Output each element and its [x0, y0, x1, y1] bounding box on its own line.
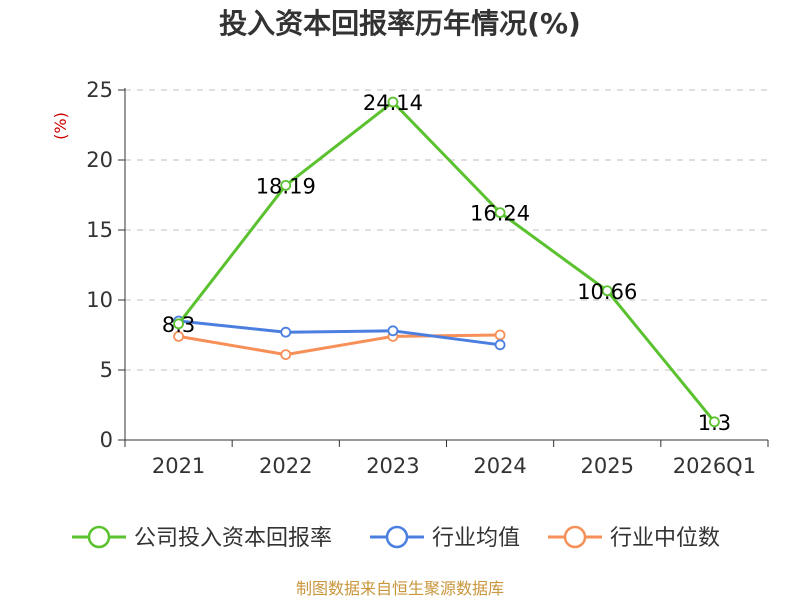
legend-marker-industry-median: [563, 525, 587, 549]
industry-mean-line: [178, 319, 501, 347]
data-label: 16.24: [470, 202, 530, 226]
y-tick-label: 15: [86, 218, 113, 242]
y-tick-label: 10: [86, 288, 113, 312]
industry-mean-point: [494, 339, 506, 351]
data-labels: 8.3 18.19 24.14 16.24 10.66 1.3: [162, 91, 731, 435]
x-tick-label: 2021: [152, 454, 205, 478]
data-label: 24.14: [363, 91, 423, 115]
y-tick-label: 20: [86, 148, 113, 172]
legend-label-industry-mean: 行业均值: [432, 526, 520, 551]
chart-title: 投入资本回报率历年情况(%): [219, 7, 581, 40]
industry-mean-point: [280, 326, 292, 338]
legend-label-company: 公司投入资本回报率: [134, 526, 332, 551]
data-label: 1.3: [698, 411, 731, 435]
company-point: [387, 96, 399, 108]
legend-marker-industry-mean: [385, 525, 409, 549]
company-point: [173, 318, 184, 330]
data-label: 18.19: [256, 174, 316, 198]
y-axis-title: (%): [51, 112, 70, 140]
company-point: [709, 416, 720, 428]
legend-marker-company: [87, 525, 111, 549]
company-line: [177, 100, 716, 423]
industry-median-line: [178, 333, 501, 357]
series-group: [173, 96, 720, 428]
data-label: 8.3: [162, 313, 195, 337]
x-tick-label: 2022: [259, 454, 312, 478]
industry-mean-point: [387, 325, 399, 337]
company-point: [601, 285, 613, 297]
industry-median-point: [494, 329, 506, 341]
data-label: 10.66: [577, 280, 637, 304]
x-tick-label: 2025: [581, 454, 634, 478]
industry-median-point: [280, 349, 292, 361]
x-tick-label: 2026Q1: [673, 454, 756, 478]
grid-lines: [125, 89, 768, 371]
company-point: [494, 207, 506, 219]
y-tick-label: 25: [86, 78, 113, 102]
company-point: [280, 179, 292, 191]
y-tick-label: 0: [100, 428, 113, 452]
industry-median-point: [173, 330, 184, 342]
source-note: 制图数据来自恒生聚源数据库: [296, 579, 504, 598]
y-tick-label: 5: [100, 358, 113, 382]
legend-label-industry-median: 行业中位数: [610, 526, 720, 551]
x-tick-label: 2023: [366, 454, 419, 478]
x-tick-label: 2024: [473, 454, 526, 478]
legend: 公司投入资本回报率 行业均值 行业中位数: [72, 525, 720, 551]
